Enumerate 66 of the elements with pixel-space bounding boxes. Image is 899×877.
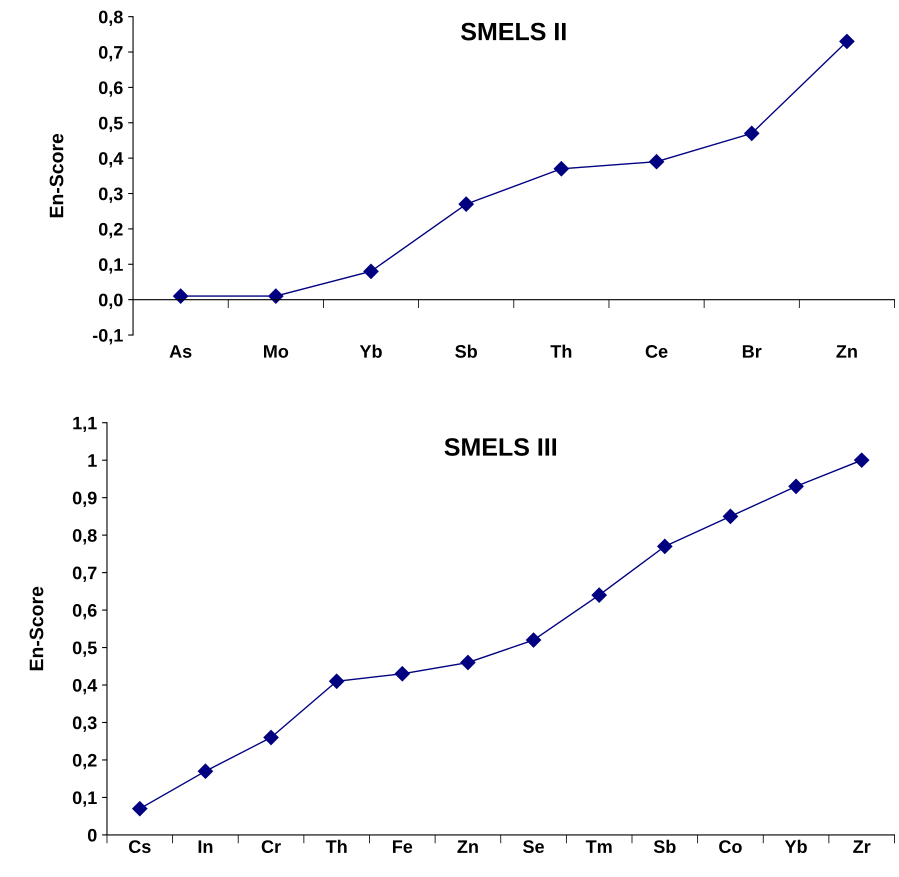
point xyxy=(554,161,569,176)
y-tick-label: 0,7 xyxy=(98,46,123,62)
y-tick-label: 0,2 xyxy=(72,754,97,770)
point xyxy=(173,288,188,304)
x-tick-label: Yb xyxy=(784,840,807,854)
x-tick-label: Yb xyxy=(360,344,382,358)
point xyxy=(788,478,804,494)
point xyxy=(198,764,213,779)
point xyxy=(394,666,410,682)
point xyxy=(132,801,148,816)
x-tick-label: Tm xyxy=(586,840,612,853)
y-tick-label: 0,8 xyxy=(72,529,97,544)
point xyxy=(648,154,664,170)
x-tick-label: Th xyxy=(326,840,347,853)
point xyxy=(657,538,672,554)
y-tick-label: 0,7 xyxy=(72,566,96,582)
point xyxy=(458,196,474,212)
y-tick-label: 0,4 xyxy=(98,152,124,168)
y-tick-label: 0,9 xyxy=(72,492,97,507)
x-tick-label: In xyxy=(198,840,212,853)
y-tick-label: 0,6 xyxy=(72,604,97,620)
point xyxy=(839,34,854,49)
x-tick-label: Zr xyxy=(853,840,870,853)
x-tick-label: Th xyxy=(550,344,572,358)
x-tick-label: Zn xyxy=(457,840,478,853)
x-tick-label: Cs xyxy=(128,840,151,854)
chart-title: SMELS II xyxy=(461,22,566,40)
x-tick-label: Co xyxy=(719,840,742,854)
point xyxy=(329,674,344,689)
x-tick-label: As xyxy=(170,345,192,358)
y-tick-label: 0,3 xyxy=(72,716,97,732)
x-tick-label: Mo xyxy=(264,345,288,358)
y-tick-label: 1 xyxy=(88,454,97,467)
y-tick-label: 0,8 xyxy=(98,10,123,26)
chart-title: SMELS III xyxy=(444,438,556,456)
point xyxy=(263,730,279,746)
y-tick-label: -0,1 xyxy=(92,328,123,344)
y-tick-label: 0,1 xyxy=(72,791,97,807)
point xyxy=(722,508,738,524)
y-tick-label: 0,0 xyxy=(98,294,123,309)
y-axis-title: En-Score xyxy=(30,586,44,670)
point xyxy=(460,654,476,670)
x-tick-label: Se xyxy=(523,840,544,854)
y-tick-label: 0,6 xyxy=(98,81,123,97)
x-tick-label: Cr xyxy=(262,840,281,854)
point xyxy=(592,588,607,603)
x-tick-label: Fe xyxy=(392,840,412,854)
x-tick-label: Zn xyxy=(836,345,857,358)
point xyxy=(744,126,760,141)
y-tick-label: 0,5 xyxy=(98,116,123,132)
x-tick-label: Br xyxy=(742,345,762,358)
y-axis-title: En-Score xyxy=(50,134,64,218)
y-tick-label: 0,2 xyxy=(98,222,123,238)
y-tick-label: 0 xyxy=(88,828,97,842)
y-tick-label: 0,4 xyxy=(72,678,98,694)
y-tick-label: 0,1 xyxy=(98,258,123,274)
point xyxy=(268,288,284,304)
x-tick-label: Ce xyxy=(646,345,668,358)
point xyxy=(363,264,379,279)
x-tick-label: Sb xyxy=(654,840,676,854)
x-tick-label: Sb xyxy=(455,344,477,358)
y-tick-label: 0,5 xyxy=(72,641,97,657)
y-tick-label: 1,1 xyxy=(73,416,97,432)
y-tick-label: 0,3 xyxy=(98,187,123,203)
point xyxy=(854,452,870,468)
point xyxy=(526,632,542,648)
